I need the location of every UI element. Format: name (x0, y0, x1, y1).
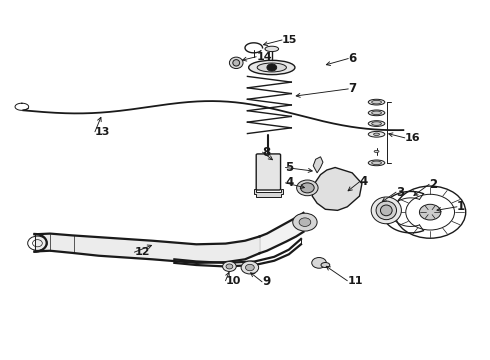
Circle shape (312, 257, 326, 268)
Ellipse shape (368, 99, 385, 105)
Circle shape (296, 180, 318, 196)
Circle shape (245, 264, 254, 271)
Text: 9: 9 (262, 275, 270, 288)
Polygon shape (313, 157, 323, 173)
Circle shape (226, 264, 233, 269)
Text: 15: 15 (282, 35, 297, 45)
Circle shape (293, 213, 317, 231)
Ellipse shape (371, 197, 401, 224)
Text: 11: 11 (347, 276, 363, 286)
Text: 4: 4 (360, 175, 368, 188)
Ellipse shape (368, 110, 385, 116)
Ellipse shape (368, 121, 385, 126)
Ellipse shape (372, 161, 381, 165)
Ellipse shape (265, 46, 279, 51)
Ellipse shape (368, 160, 385, 166)
Text: 8: 8 (263, 146, 271, 159)
Ellipse shape (248, 60, 295, 75)
Text: 10: 10 (225, 276, 241, 286)
Ellipse shape (372, 100, 381, 104)
Ellipse shape (229, 57, 243, 68)
FancyBboxPatch shape (256, 154, 281, 190)
Text: 13: 13 (95, 127, 110, 137)
Ellipse shape (372, 122, 381, 125)
Text: 4: 4 (286, 176, 294, 189)
Circle shape (299, 218, 311, 226)
Circle shape (222, 261, 236, 271)
Text: 12: 12 (134, 247, 150, 257)
Text: 16: 16 (405, 133, 420, 143)
Text: 5: 5 (286, 161, 294, 174)
Text: 3: 3 (396, 186, 404, 199)
Polygon shape (312, 167, 362, 210)
Ellipse shape (376, 201, 396, 220)
Ellipse shape (233, 60, 240, 66)
Ellipse shape (374, 150, 379, 153)
Ellipse shape (321, 262, 330, 267)
Ellipse shape (380, 205, 392, 216)
Circle shape (241, 261, 259, 274)
Text: 7: 7 (348, 82, 356, 95)
Polygon shape (254, 189, 283, 197)
Circle shape (419, 204, 441, 220)
Text: 14: 14 (256, 52, 272, 62)
Text: 6: 6 (348, 52, 357, 65)
Circle shape (267, 64, 277, 71)
Circle shape (300, 183, 314, 193)
Ellipse shape (374, 133, 379, 135)
Ellipse shape (368, 131, 385, 137)
Text: 2: 2 (429, 178, 437, 191)
Ellipse shape (257, 63, 287, 72)
Ellipse shape (372, 111, 381, 114)
Text: 1: 1 (457, 200, 465, 213)
